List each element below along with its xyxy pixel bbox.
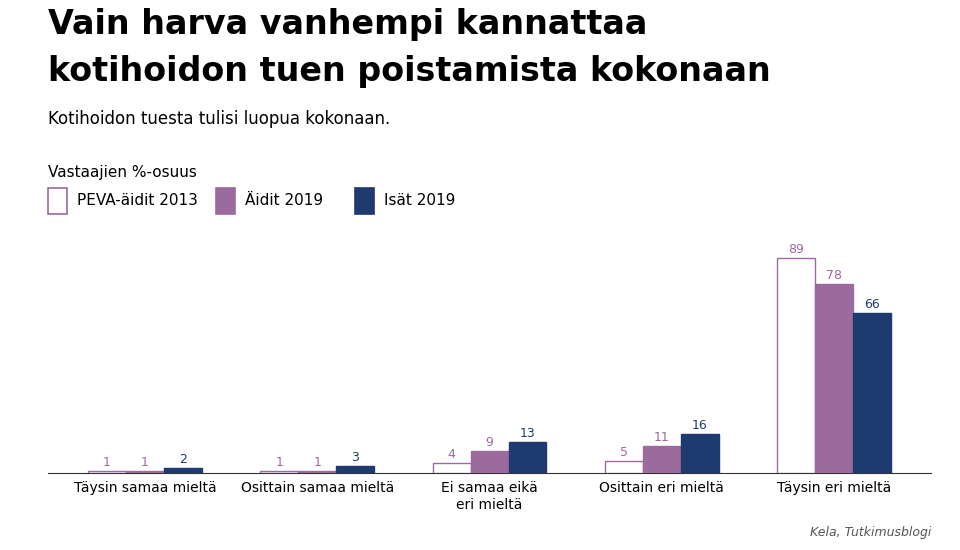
- Bar: [433, 463, 470, 473]
- Text: Vain harva vanhempi kannattaa: Vain harva vanhempi kannattaa: [48, 8, 647, 41]
- Text: Äidit 2019: Äidit 2019: [245, 193, 323, 208]
- Text: PEVA-äidit 2013: PEVA-äidit 2013: [77, 193, 198, 208]
- Text: 78: 78: [827, 270, 842, 282]
- Text: 5: 5: [620, 446, 628, 459]
- Text: 4: 4: [447, 448, 456, 461]
- Bar: [815, 284, 853, 473]
- Bar: [605, 461, 643, 473]
- Text: 1: 1: [313, 455, 322, 469]
- Bar: [88, 471, 126, 473]
- Bar: [126, 471, 164, 473]
- Bar: [643, 447, 681, 473]
- Text: 1: 1: [103, 455, 111, 469]
- Bar: [336, 466, 374, 473]
- Bar: [778, 257, 815, 473]
- Text: 3: 3: [351, 451, 359, 464]
- Bar: [470, 451, 509, 473]
- Text: Vastaajien %-osuus: Vastaajien %-osuus: [48, 165, 197, 180]
- Text: 11: 11: [654, 431, 670, 444]
- Text: 66: 66: [864, 298, 880, 311]
- Text: 89: 89: [788, 243, 804, 256]
- Text: Kotihoidon tuesta tulisi luopua kokonaan.: Kotihoidon tuesta tulisi luopua kokonaan…: [48, 110, 391, 128]
- Bar: [260, 471, 299, 473]
- Bar: [164, 468, 202, 473]
- Text: kotihoidon tuen poistamista kokonaan: kotihoidon tuen poistamista kokonaan: [48, 55, 771, 88]
- Text: 1: 1: [276, 455, 283, 469]
- Bar: [681, 434, 719, 473]
- Text: 13: 13: [519, 427, 536, 439]
- Bar: [299, 471, 336, 473]
- Text: 9: 9: [486, 436, 493, 449]
- Text: 1: 1: [141, 455, 149, 469]
- Text: Isät 2019: Isät 2019: [384, 193, 455, 208]
- Text: 2: 2: [179, 453, 187, 466]
- Text: 16: 16: [692, 419, 708, 432]
- Bar: [853, 314, 891, 473]
- Text: Kela, Tutkimusblogi: Kela, Tutkimusblogi: [810, 526, 931, 539]
- Bar: [509, 442, 546, 473]
